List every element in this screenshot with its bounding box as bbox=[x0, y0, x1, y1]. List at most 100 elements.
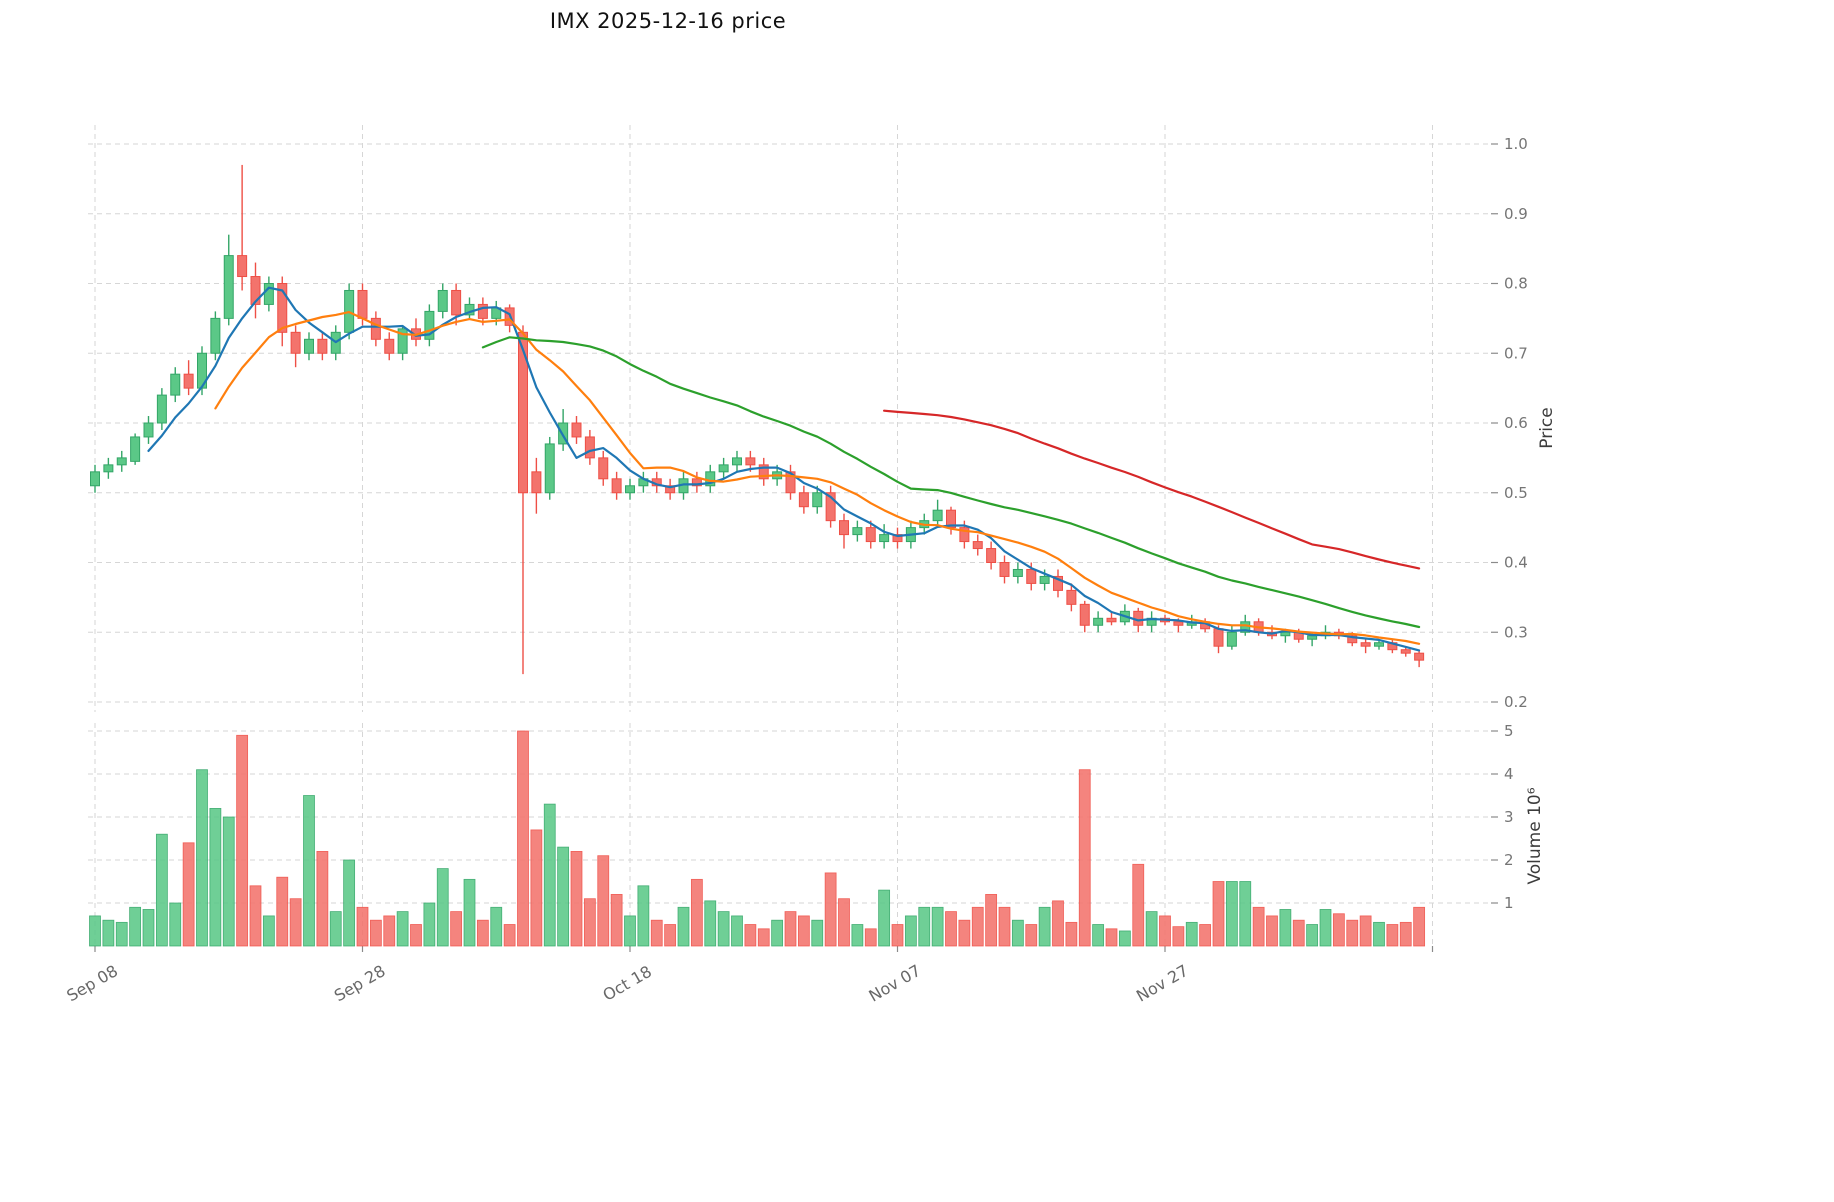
volume-bar bbox=[931, 906, 944, 947]
volume-bar bbox=[222, 816, 235, 947]
candle-body bbox=[451, 289, 462, 316]
candle-body bbox=[839, 520, 849, 536]
volume-bar bbox=[664, 924, 677, 947]
volume-bar bbox=[1185, 921, 1198, 947]
candle-body bbox=[718, 464, 729, 473]
price-tick-label: 0.7 bbox=[1504, 344, 1528, 362]
volume-bar bbox=[1319, 909, 1332, 947]
volume-bar bbox=[1239, 881, 1252, 947]
candle-body bbox=[531, 471, 542, 494]
candle-body bbox=[598, 457, 609, 480]
volume-bar bbox=[1399, 921, 1412, 947]
ma-line-30 bbox=[481, 336, 1421, 629]
volume-bar bbox=[891, 924, 904, 947]
volume-bar bbox=[677, 906, 690, 947]
volume-bar bbox=[303, 795, 315, 947]
volume-bar bbox=[918, 906, 931, 947]
volume-tick-label: 1 bbox=[1504, 894, 1514, 912]
volume-bar bbox=[396, 911, 409, 947]
volume-bar bbox=[169, 902, 182, 947]
volume-bar bbox=[1199, 924, 1212, 947]
candle-body bbox=[1400, 649, 1411, 654]
volume-bar bbox=[343, 859, 356, 947]
price-tick-label: 0.3 bbox=[1504, 623, 1528, 641]
volume-bar bbox=[1225, 881, 1238, 947]
volume-bar bbox=[637, 885, 650, 947]
candle-body bbox=[584, 436, 595, 459]
volume-bar bbox=[690, 878, 703, 947]
volume-bar bbox=[1279, 909, 1292, 947]
volume-bar bbox=[1373, 921, 1385, 947]
volume-bar bbox=[369, 919, 382, 947]
volume-bar bbox=[463, 878, 476, 947]
candle-body bbox=[892, 534, 903, 543]
volume-bar bbox=[851, 924, 864, 947]
volume-bar bbox=[196, 769, 208, 947]
candle-body bbox=[1347, 635, 1358, 644]
candle-body bbox=[1374, 642, 1384, 647]
candle-body bbox=[357, 289, 368, 319]
volume-bar bbox=[1346, 919, 1359, 947]
candle-body bbox=[130, 436, 141, 462]
candle-body bbox=[1053, 575, 1063, 591]
candle-body bbox=[103, 464, 114, 473]
volume-bar bbox=[650, 919, 663, 947]
candle-body bbox=[143, 422, 154, 438]
candle-body bbox=[237, 255, 248, 278]
price-tick-label: 0.5 bbox=[1504, 484, 1528, 502]
volume-bar bbox=[490, 906, 503, 947]
candle-body bbox=[972, 541, 983, 550]
volume-bar bbox=[731, 915, 743, 947]
candle-body bbox=[732, 457, 742, 466]
candle-body bbox=[290, 331, 301, 354]
volume-bar bbox=[329, 911, 342, 947]
volume-bar bbox=[142, 909, 155, 947]
volume-bar bbox=[1292, 919, 1305, 947]
volume-bar bbox=[1092, 924, 1105, 947]
candle-body bbox=[825, 492, 836, 522]
chart-title: IMX 2025-12-16 price bbox=[549, 9, 787, 33]
volume-bar bbox=[182, 842, 195, 947]
volume-bar bbox=[904, 915, 917, 947]
volume-bar bbox=[971, 906, 984, 947]
candle-body bbox=[116, 457, 127, 466]
candle-body bbox=[424, 310, 435, 340]
volume-bar bbox=[530, 829, 543, 947]
candle-body bbox=[999, 562, 1010, 577]
volume-bar bbox=[757, 928, 770, 947]
volume-bar bbox=[1118, 930, 1131, 947]
candle-body bbox=[1039, 575, 1050, 584]
candle-body bbox=[1026, 568, 1037, 584]
volume-bar bbox=[1132, 863, 1145, 947]
price-tick-label: 0.9 bbox=[1504, 205, 1528, 223]
candle-body bbox=[691, 478, 702, 487]
candle-body bbox=[745, 457, 756, 466]
volume-bar bbox=[503, 924, 516, 947]
candle-body bbox=[1280, 631, 1291, 637]
volume-bar bbox=[864, 928, 877, 947]
candle-body bbox=[1066, 589, 1077, 605]
volume-bar bbox=[1052, 900, 1064, 947]
candle-body bbox=[1307, 635, 1318, 640]
candle-body bbox=[785, 471, 796, 494]
volume-bar bbox=[1386, 924, 1399, 947]
volume-bar bbox=[1025, 924, 1038, 947]
volume-bar bbox=[410, 924, 422, 947]
volume-bar bbox=[289, 898, 302, 947]
volume-bar bbox=[1038, 906, 1051, 947]
volume-bar bbox=[1011, 919, 1024, 947]
volume-bar bbox=[129, 906, 142, 947]
candle-body bbox=[544, 443, 555, 494]
volume-tick-label: 2 bbox=[1504, 851, 1514, 869]
volume-bar bbox=[249, 885, 262, 947]
candle-body bbox=[370, 317, 381, 340]
candle-body bbox=[223, 255, 234, 319]
volume-bar bbox=[610, 894, 623, 947]
volume-bar bbox=[624, 915, 636, 947]
volume-axis-label: Volume 10⁶ bbox=[1525, 787, 1545, 884]
volume-bar bbox=[811, 919, 824, 947]
volume-bar bbox=[744, 924, 757, 947]
candle-body bbox=[1093, 617, 1104, 626]
candle-body bbox=[477, 303, 488, 319]
